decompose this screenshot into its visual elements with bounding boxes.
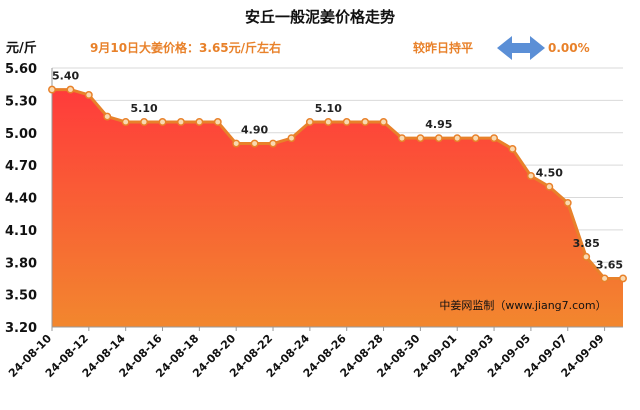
y-tick-label: 3.80 (5, 256, 37, 271)
data-point (453, 134, 462, 143)
data-point (213, 118, 222, 126)
data-point (324, 118, 333, 126)
data-point (526, 171, 535, 180)
data-point (342, 118, 351, 126)
data-label: 3.65 (596, 258, 623, 271)
data-point (232, 139, 241, 148)
data-point (471, 134, 480, 143)
y-axis-unit: 元/斤 (6, 40, 37, 56)
y-tick-label: 5.00 (5, 127, 37, 142)
y-tick-label: 4.10 (5, 224, 37, 239)
price-subtitle: 9月10日大姜价格：3.65元/斤左右 (90, 40, 281, 55)
change-value: 0.00% (548, 41, 590, 55)
x-ticks: 24-08-1024-08-1224-08-1424-08-1624-08-18… (6, 327, 607, 380)
data-point (66, 85, 75, 94)
data-point (379, 118, 388, 126)
data-point (121, 118, 130, 126)
double-arrow-icon (497, 36, 545, 60)
data-point (361, 118, 370, 126)
data-label: 5.10 (131, 102, 158, 115)
data-point (140, 118, 149, 126)
data-label: 3.85 (573, 237, 600, 250)
price-area (52, 89, 623, 327)
y-tick-label: 5.30 (5, 94, 37, 109)
data-point (84, 91, 93, 99)
data-label: 4.95 (425, 118, 452, 131)
data-point (287, 134, 296, 143)
data-point (545, 182, 554, 191)
data-point (250, 139, 259, 148)
data-point (48, 85, 56, 94)
change-text: 较昨日持平 (413, 40, 473, 55)
y-tick-label: 3.50 (5, 289, 37, 304)
data-point (158, 118, 167, 126)
data-point (619, 274, 627, 283)
data-point (490, 134, 499, 143)
axes (51, 68, 623, 328)
data-labels: 5.40 5.10 4.90 5.10 4.95 4.50 3.85 3.65 (52, 70, 623, 272)
data-label: 5.10 (315, 102, 342, 115)
data-point (398, 134, 406, 143)
data-point (176, 118, 185, 126)
y-tick-label: 3.20 (5, 321, 37, 336)
data-point (508, 144, 517, 153)
data-label: 4.90 (241, 124, 268, 137)
data-point (434, 134, 443, 143)
data-point (103, 112, 112, 121)
data-label: 4.50 (536, 167, 563, 180)
data-point (582, 252, 591, 261)
data-point (563, 198, 572, 207)
y-tick-label: 4.40 (5, 192, 37, 207)
data-label: 5.40 (52, 70, 79, 83)
data-point (269, 139, 277, 148)
area-layer (52, 88, 623, 327)
data-point (600, 274, 609, 283)
data-point (195, 118, 204, 126)
markers (48, 85, 627, 283)
y-ticks: 5.60 5.30 5.00 4.70 4.40 4.10 3.80 3.50 3.20 (5, 62, 37, 336)
data-point (305, 118, 314, 126)
chart-title: 安丘一般泥姜价格走势 (245, 8, 395, 26)
y-tick-label: 5.60 (5, 62, 37, 77)
watermark: 中姜网监制（www.jiang7.com） (439, 298, 606, 312)
data-point (416, 134, 425, 143)
y-tick-label: 4.70 (5, 159, 37, 174)
